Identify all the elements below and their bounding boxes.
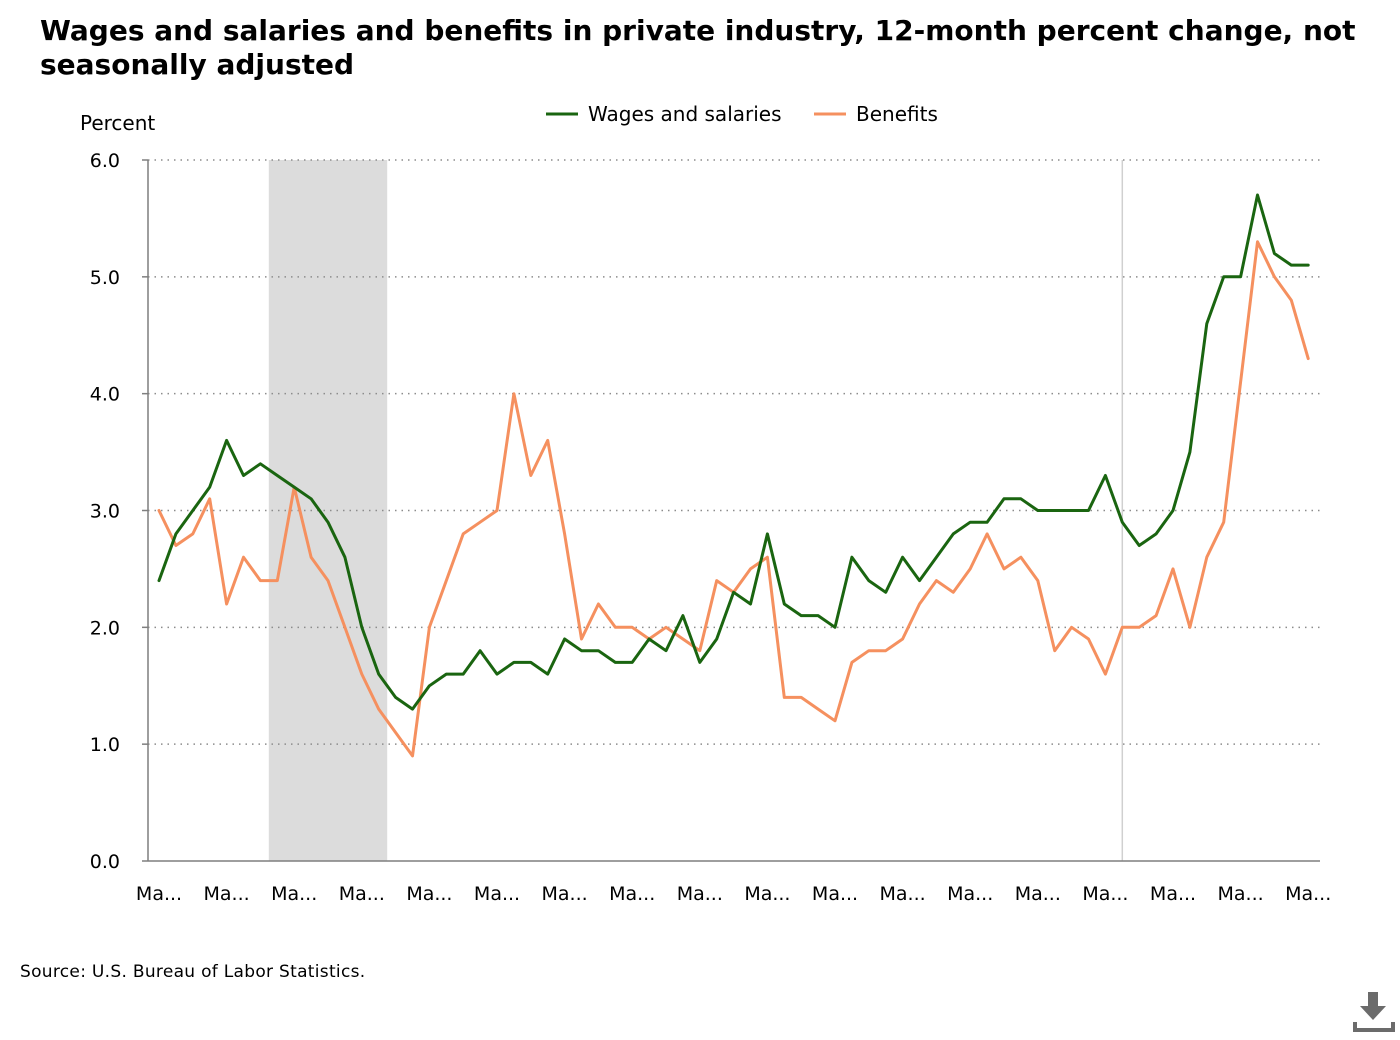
x-tick-label: Ma... xyxy=(339,883,385,905)
x-tick-label: Ma... xyxy=(1150,883,1196,905)
x-tick-label: Ma... xyxy=(542,883,588,905)
x-tick-label: Ma... xyxy=(136,883,182,905)
x-tick-label: Ma... xyxy=(1082,883,1128,905)
legend-label: Wages and salaries xyxy=(588,102,782,126)
x-tick-label: Ma... xyxy=(474,883,520,905)
x-tick-label: Ma... xyxy=(677,883,723,905)
x-tick-label: Ma... xyxy=(1218,883,1264,905)
y-tick-label: 5.0 xyxy=(90,267,120,289)
chart-title: Wages and salaries and benefits in priva… xyxy=(40,14,1356,81)
legend[interactable]: Wages and salaries Benefits xyxy=(546,102,938,126)
y-tick-label: 3.0 xyxy=(90,501,120,523)
y-tick-label: 0.0 xyxy=(90,851,120,873)
y-tick-label: 1.0 xyxy=(90,734,120,756)
series-lines xyxy=(157,193,1310,758)
series-line-wages-and-salaries xyxy=(157,193,1310,711)
x-tick-label: Ma... xyxy=(812,883,858,905)
x-tick-labels: Ma... Ma... Ma... Ma... Ma... Ma... Ma... Ma...… xyxy=(136,883,1331,905)
x-tick-label: Ma... xyxy=(1015,883,1061,905)
x-tick-label: Ma... xyxy=(744,883,790,905)
x-tick-label: Ma... xyxy=(1285,883,1331,905)
y-tick-label: 2.0 xyxy=(90,617,120,639)
y-tick-label: 4.0 xyxy=(90,384,120,406)
y-tick-label: 6.0 xyxy=(90,150,120,172)
x-tick-label: Ma... xyxy=(406,883,452,905)
y-axis-label: Percent xyxy=(80,111,155,135)
legend-item-benefits[interactable]: Benefits xyxy=(814,102,938,126)
legend-item-wages-and-salaries[interactable]: Wages and salaries xyxy=(546,102,782,126)
x-tick-label: Ma... xyxy=(271,883,317,905)
x-tick-label: Ma... xyxy=(947,883,993,905)
download-icon xyxy=(1353,992,1395,1032)
download-button[interactable] xyxy=(1352,990,1396,1034)
x-tick-label: Ma... xyxy=(609,883,655,905)
x-tick-label: Ma... xyxy=(204,883,250,905)
legend-label: Benefits xyxy=(856,102,938,126)
y-tick-labels: 0.0 1.0 2.0 3.0 4.0 5.0 6.0 xyxy=(90,150,148,873)
source-note: Source: U.S. Bureau of Labor Statistics. xyxy=(20,962,366,982)
x-tick-label: Ma... xyxy=(880,883,926,905)
